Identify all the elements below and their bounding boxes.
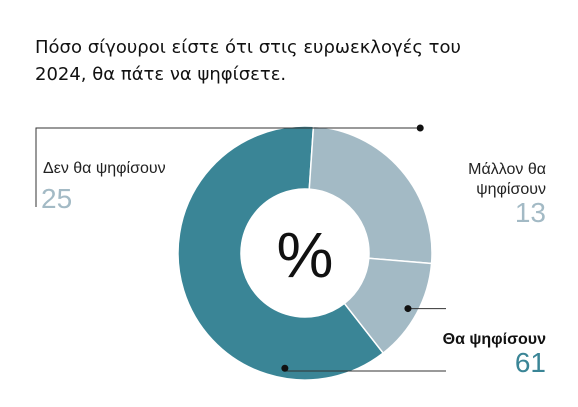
- center-label: %: [277, 219, 334, 291]
- leader-lines: [35, 124, 446, 372]
- chart-title: Πόσο σίγουροι είστε ότι στις ευρωεκλογές…: [35, 37, 461, 85]
- slice-will-not-vote: [308, 125, 433, 265]
- label-will-not-vote: Δεν θα ψηφίσουν: [43, 160, 166, 177]
- leader-dot-will-vote: [281, 364, 289, 372]
- value-probably-will-vote: 13: [514, 197, 546, 228]
- value-will-not-vote: 25: [41, 183, 73, 214]
- leader-dot-probably-will-vote: [404, 305, 412, 313]
- label-probably-will-vote: Μάλλον θα ψηφίσουν: [446, 160, 546, 200]
- value-will-vote: 61: [514, 347, 546, 378]
- leader-dot-will-not-vote: [416, 124, 424, 132]
- slice-probably-will-vote: [343, 257, 433, 355]
- label-probably-will-vote-text: Μάλλον θα ψηφίσουν: [468, 161, 546, 198]
- leader-will-not-vote: [35, 127, 421, 207]
- slice-will-vote: [177, 125, 385, 381]
- donut-slices: [177, 125, 433, 381]
- label-will-vote: Θα ψηφίσουν: [442, 331, 546, 348]
